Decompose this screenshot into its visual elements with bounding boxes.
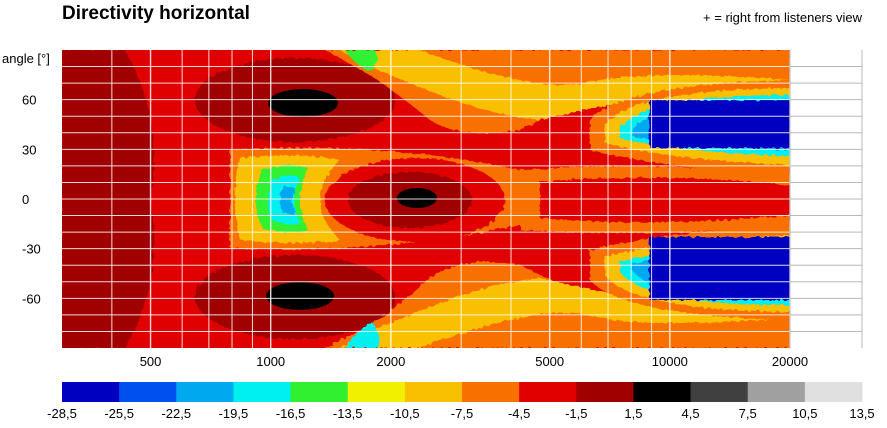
colorbar-tick-label: -7,5: [451, 406, 473, 421]
colorbar-swatch: [747, 382, 806, 402]
heatmap-band-lower-yellow: [340, 278, 790, 348]
colorbar-tick-label: -4,5: [508, 406, 530, 421]
colorbar-tick-labels: -28,5 -25,5 -22,5 -19,5 -16,5 -13,5 -10,5 -7,5 -…: [47, 406, 874, 421]
x-tick-label: 2000: [376, 354, 405, 369]
gridlines: [62, 50, 863, 348]
x-tick-label: 20000: [772, 354, 808, 369]
y-tick-label: -30: [22, 242, 41, 257]
heatmap-core-center: [397, 188, 437, 208]
y-tick-label: -60: [22, 291, 41, 306]
orientation-note: + = right from listeners view: [703, 10, 862, 25]
y-tick-labels: 60 30 0 -30 -60: [22, 93, 41, 307]
heatmap-band-upper-yellow: [340, 50, 790, 120]
colorbar-swatch: [519, 382, 577, 402]
colorbar-swatch: [347, 382, 406, 402]
colorbar-tick-label: -19,5: [219, 406, 249, 421]
colorbar-swatch: [176, 382, 234, 402]
colorbar-swatch: [62, 382, 120, 402]
colorbar-swatch: [633, 382, 692, 402]
colorbar: [62, 382, 863, 402]
colorbar-swatch: [404, 382, 463, 402]
heatmap-center-blue: [280, 186, 296, 214]
colorbar-tick-label: -1,5: [565, 406, 587, 421]
colorbar-tick-label: -25,5: [104, 406, 134, 421]
colorbar-tick-label: -13,5: [333, 406, 363, 421]
heatmap-null-lower-blue: [649, 237, 790, 300]
heatmap-band-lower-cyan: [345, 322, 380, 348]
colorbar-tick-label: -22,5: [161, 406, 191, 421]
colorbar-tick-label: -16,5: [276, 406, 306, 421]
colorbar-tick-label: 13,5: [849, 406, 874, 421]
colorbar-tick-label: 10,5: [792, 406, 817, 421]
y-tick-label: 0: [22, 192, 29, 207]
colorbar-tick-label: 4,5: [682, 406, 700, 421]
colorbar-swatch: [804, 382, 863, 402]
colorbar-swatch: [690, 382, 749, 402]
x-tick-label: 500: [140, 354, 162, 369]
heatmap-core-top: [268, 89, 338, 117]
colorbar-tick-label: -28,5: [47, 406, 77, 421]
colorbar-swatch: [233, 382, 292, 402]
colorbar-tick-label: -10,5: [390, 406, 420, 421]
heatmap-right-center-red: [540, 177, 790, 223]
colorbar-tick-label: 1,5: [624, 406, 642, 421]
y-axis-label: angle [°]: [2, 51, 50, 66]
x-tick-label: 1000: [256, 354, 285, 369]
heatmap-null-upper-blue: [649, 100, 790, 148]
colorbar-swatch: [119, 382, 177, 402]
x-tick-labels: 500 1000 2000 5000 10000 20000: [140, 354, 808, 369]
chart-title: Directivity horizontal: [62, 3, 250, 24]
colorbar-swatch: [290, 382, 349, 402]
y-tick-label: 30: [22, 142, 36, 157]
x-tick-label: 10000: [652, 354, 688, 369]
heatmap-core-bottom: [266, 282, 334, 310]
colorbar-swatch: [462, 382, 520, 402]
colorbar-tick-label: 7,5: [739, 406, 757, 421]
x-tick-label: 5000: [535, 354, 564, 369]
y-tick-label: 60: [22, 93, 36, 108]
colorbar-swatch: [576, 382, 634, 402]
